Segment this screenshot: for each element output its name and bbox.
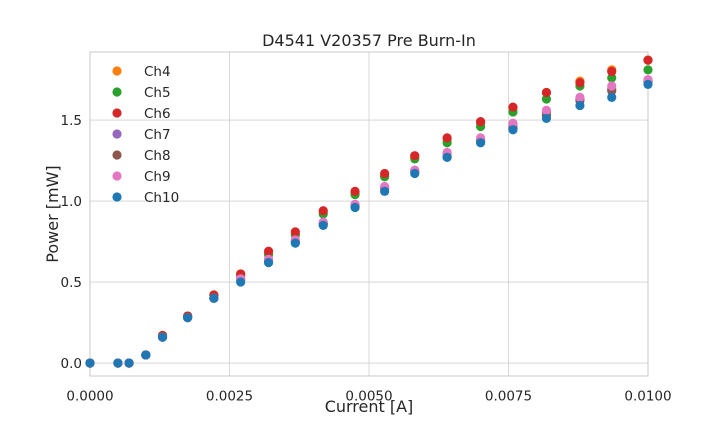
data-point-ch9 bbox=[607, 81, 617, 91]
x-tick-label: 0.0050 bbox=[345, 389, 392, 405]
data-point-ch10 bbox=[541, 113, 552, 124]
legend-marker-ch8 bbox=[112, 150, 122, 160]
data-point-ch10 bbox=[643, 79, 653, 89]
data-point-ch6 bbox=[290, 227, 300, 237]
data-point-ch10 bbox=[290, 238, 300, 248]
legend-label-ch10: Ch10 bbox=[144, 190, 179, 206]
data-point-ch10 bbox=[410, 168, 420, 179]
grid bbox=[89, 52, 649, 376]
x-tick-label: 0.0100 bbox=[624, 389, 671, 405]
data-point-ch10 bbox=[350, 202, 360, 213]
y-tick-label: 0.5 bbox=[61, 275, 82, 291]
data-point-ch10 bbox=[442, 152, 452, 162]
data-point-ch6 bbox=[643, 55, 653, 65]
series-ch10 bbox=[85, 79, 653, 368]
legend-marker-ch9 bbox=[112, 171, 122, 181]
data-points bbox=[85, 55, 653, 368]
data-point-ch10 bbox=[141, 350, 151, 360]
data-point-ch6 bbox=[442, 133, 452, 143]
legend-marker-ch5 bbox=[112, 87, 122, 97]
y-tick-label: 0.0 bbox=[61, 356, 82, 372]
legend-marker-ch10 bbox=[112, 192, 122, 202]
data-point-ch10 bbox=[607, 92, 617, 102]
data-point-ch5 bbox=[607, 73, 617, 83]
data-point-ch6 bbox=[263, 246, 274, 256]
data-point-ch10 bbox=[318, 220, 328, 230]
legend-marker-ch7 bbox=[112, 129, 122, 139]
x-tick-label: 0.0000 bbox=[66, 389, 113, 405]
legend-label-ch5: Ch5 bbox=[144, 85, 171, 101]
legend-marker-ch4 bbox=[112, 66, 122, 76]
data-point-ch5 bbox=[541, 94, 552, 104]
data-point-ch10 bbox=[209, 293, 219, 303]
data-point-ch9 bbox=[575, 92, 585, 102]
data-point-ch10 bbox=[263, 258, 274, 268]
data-point-ch9 bbox=[541, 105, 552, 115]
y-tick-label: 1.0 bbox=[61, 194, 82, 210]
data-point-ch10 bbox=[183, 313, 193, 323]
data-point-ch10 bbox=[124, 358, 134, 368]
legend-marker-ch6 bbox=[112, 108, 122, 118]
legend: Ch4 Ch5 Ch6 Ch7 Ch8 Ch9 Ch10 bbox=[112, 64, 179, 206]
data-point-ch10 bbox=[575, 100, 585, 111]
data-point-ch10 bbox=[157, 332, 168, 342]
x-tick-label: 0.0025 bbox=[206, 389, 253, 405]
data-point-ch10 bbox=[236, 277, 246, 287]
data-point-ch10 bbox=[85, 358, 95, 368]
data-point-ch6 bbox=[476, 117, 486, 127]
x-tick-labels: 0.0000 0.0025 0.0050 0.0075 0.0100 bbox=[66, 389, 671, 405]
legend-label-ch4: Ch4 bbox=[144, 64, 171, 80]
data-point-ch10 bbox=[508, 125, 518, 135]
legend-label-ch8: Ch8 bbox=[144, 148, 171, 164]
data-point-ch6 bbox=[508, 102, 518, 112]
legend-label-ch7: Ch7 bbox=[144, 127, 171, 143]
data-point-ch10 bbox=[476, 138, 486, 148]
chart-title: D4541 V20357 Pre Burn-In bbox=[262, 31, 476, 50]
data-point-ch10 bbox=[113, 358, 123, 368]
plot-frame bbox=[89, 51, 649, 377]
data-point-ch6 bbox=[575, 78, 585, 88]
data-point-ch10 bbox=[380, 186, 390, 196]
data-point-ch6 bbox=[318, 206, 328, 216]
data-point-ch6 bbox=[380, 168, 390, 179]
y-tick-label: 1.5 bbox=[61, 113, 82, 129]
data-point-ch6 bbox=[350, 186, 360, 196]
legend-label-ch6: Ch6 bbox=[144, 106, 171, 122]
data-point-ch5 bbox=[643, 65, 653, 75]
y-axis-label: Power [mW] bbox=[43, 165, 62, 262]
data-point-ch6 bbox=[541, 87, 552, 98]
legend-label-ch9: Ch9 bbox=[144, 169, 171, 185]
data-point-ch9 bbox=[508, 118, 518, 128]
x-tick-label: 0.0075 bbox=[485, 389, 532, 405]
data-point-ch6 bbox=[607, 66, 617, 77]
x-axis-label: Current [A] bbox=[325, 397, 414, 416]
y-tick-labels: 0.0 0.5 1.0 1.5 bbox=[61, 113, 82, 372]
data-point-ch6 bbox=[410, 151, 420, 161]
